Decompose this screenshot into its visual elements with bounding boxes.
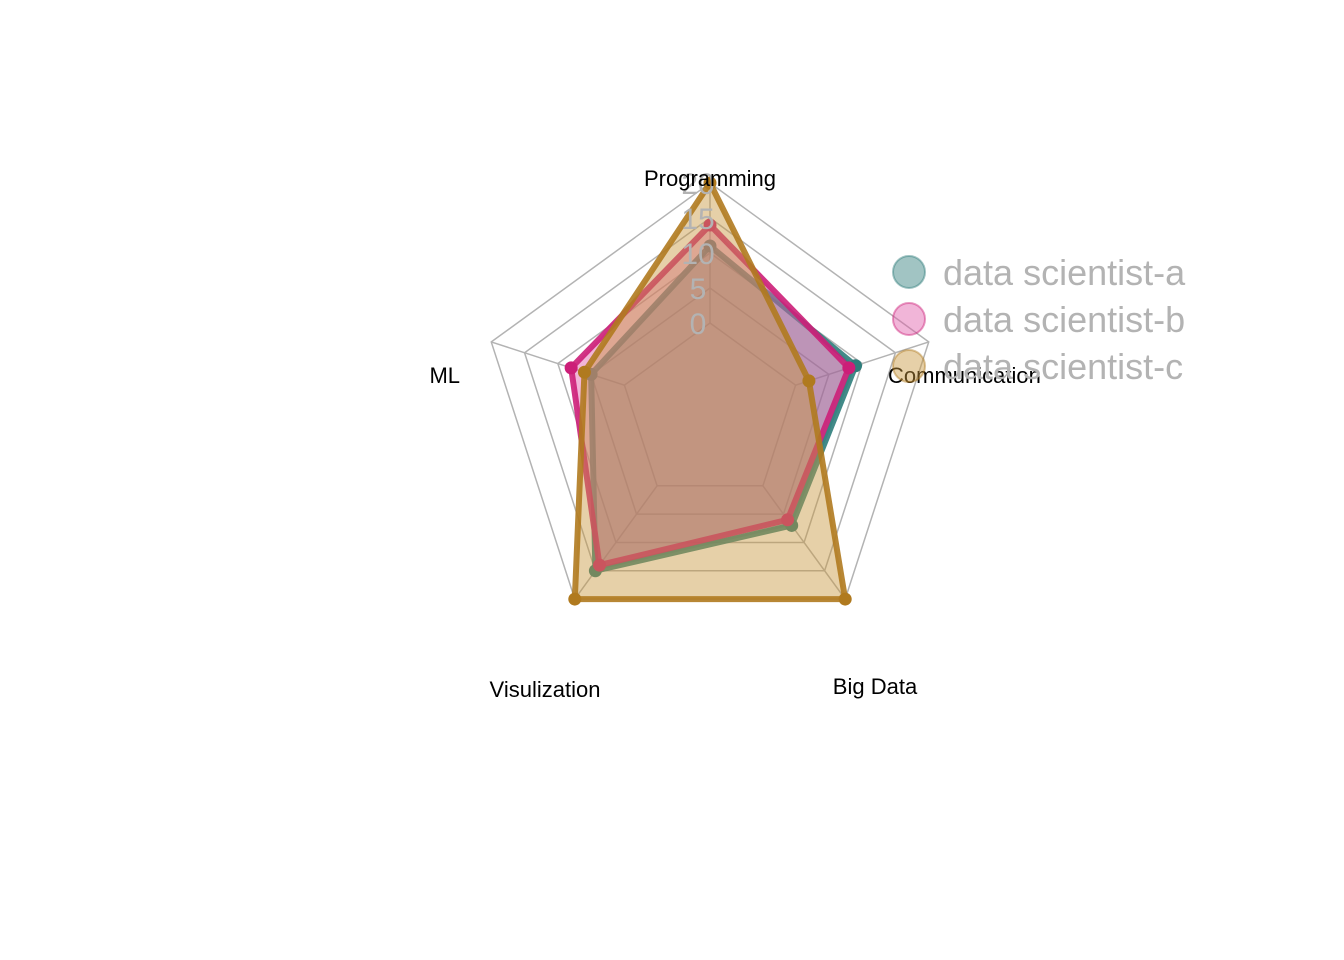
data-point	[703, 218, 717, 232]
axis-label: Visulization	[490, 677, 601, 702]
data-point	[781, 513, 795, 527]
series-group	[564, 176, 863, 606]
axis-label: Big Data	[833, 674, 918, 699]
data-point	[842, 361, 856, 375]
tick-label: 20	[681, 168, 714, 201]
data-point	[838, 592, 852, 606]
grid-spoke	[795, 341, 929, 386]
legend-item: data scientist-b	[892, 299, 1185, 340]
data-point	[568, 592, 582, 606]
series-area	[571, 180, 849, 603]
legend-swatch	[892, 349, 926, 383]
legend-swatch	[892, 255, 926, 289]
axis-label: Programming	[644, 166, 776, 191]
legend-item: data scientist-c	[892, 346, 1183, 387]
grid-spoke	[762, 485, 846, 600]
legend: data scientist-a data scientist-b data sci…	[892, 252, 1186, 387]
series-2	[564, 218, 856, 572]
data-point	[564, 361, 578, 375]
legend-item: data scientist-a	[892, 252, 1186, 293]
axis-label: Communication	[888, 363, 1041, 388]
axis-labels: Programming Communication Big Data Visuliza…	[429, 166, 1040, 702]
grid-spoke	[491, 341, 625, 386]
tick-label: 10	[681, 238, 714, 271]
grid-ring	[523, 217, 897, 572]
axis-label: ML	[429, 363, 460, 388]
series-3	[568, 176, 852, 606]
data-point	[592, 558, 606, 572]
tick-label: 15	[681, 203, 714, 236]
tick-label: 5	[690, 273, 707, 306]
grid-ring	[623, 322, 797, 487]
data-point	[703, 176, 717, 190]
legend-label: data scientist-b	[943, 299, 1185, 340]
data-point	[577, 365, 591, 379]
tick-label: 0	[690, 308, 707, 341]
data-point	[703, 239, 717, 253]
legend-swatch	[892, 302, 926, 336]
series-area	[568, 222, 852, 569]
legend-label: data scientist-c	[943, 346, 1183, 387]
data-point	[802, 374, 816, 388]
grid-spoke	[574, 485, 658, 600]
legend-label: data scientist-a	[943, 252, 1186, 293]
grid-ring	[590, 287, 830, 515]
